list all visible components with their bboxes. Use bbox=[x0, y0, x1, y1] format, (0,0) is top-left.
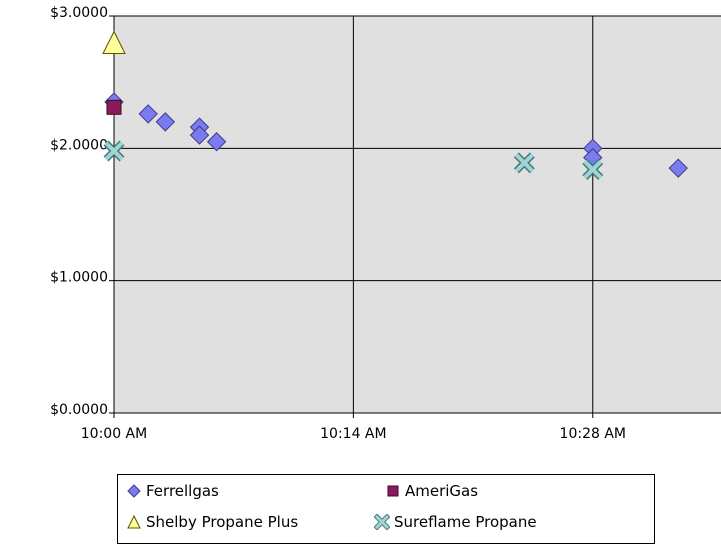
legend-label: Ferrellgas bbox=[146, 482, 219, 500]
y-tick-label: $3.0000 bbox=[50, 5, 108, 21]
data-point-x bbox=[103, 140, 125, 162]
y-tick-label: $1.0000 bbox=[50, 270, 108, 286]
chart: $0.0000 $1.0000 $2.0000 $3.0000 10:00 AM 10:1… bbox=[50, 5, 721, 442]
data-point-x bbox=[582, 159, 604, 180]
x-mark-icon bbox=[374, 514, 390, 530]
data-point-diamond bbox=[138, 104, 158, 124]
legend-label: Sureflame Propane bbox=[394, 513, 537, 531]
x-tick-label: 10:00 AM bbox=[81, 426, 147, 442]
data-point-x bbox=[513, 152, 535, 174]
legend-item-shelby: Shelby Propane Plus bbox=[126, 513, 298, 531]
diamond-icon bbox=[127, 484, 141, 498]
legend-item-sureflame: Sureflame Propane bbox=[374, 513, 537, 531]
y-tick-label: $0.0000 bbox=[50, 402, 108, 418]
data-point-diamond bbox=[206, 132, 227, 152]
square-icon bbox=[387, 485, 399, 497]
legend-label: AmeriGas bbox=[405, 482, 479, 500]
legend-item-amerigas: AmeriGas bbox=[385, 482, 478, 500]
data-point-diamond bbox=[668, 158, 688, 178]
plot-area bbox=[114, 16, 721, 413]
data-point-diamond bbox=[155, 112, 176, 132]
y-tick-label: $2.0000 bbox=[50, 137, 108, 153]
data-point-triangle bbox=[102, 30, 126, 54]
legend-item-ferrellgas: Ferrellgas bbox=[126, 482, 219, 500]
legend: Ferrellgas AmeriGas Shelby Propane Plus … bbox=[117, 474, 655, 544]
x-tick-label: 10:28 AM bbox=[560, 426, 626, 442]
data-point-square bbox=[106, 99, 122, 115]
x-tick-label: 10:14 AM bbox=[320, 426, 386, 442]
legend-label: Shelby Propane Plus bbox=[146, 513, 299, 531]
triangle-icon bbox=[127, 514, 141, 529]
data-point-diamond bbox=[189, 125, 210, 145]
